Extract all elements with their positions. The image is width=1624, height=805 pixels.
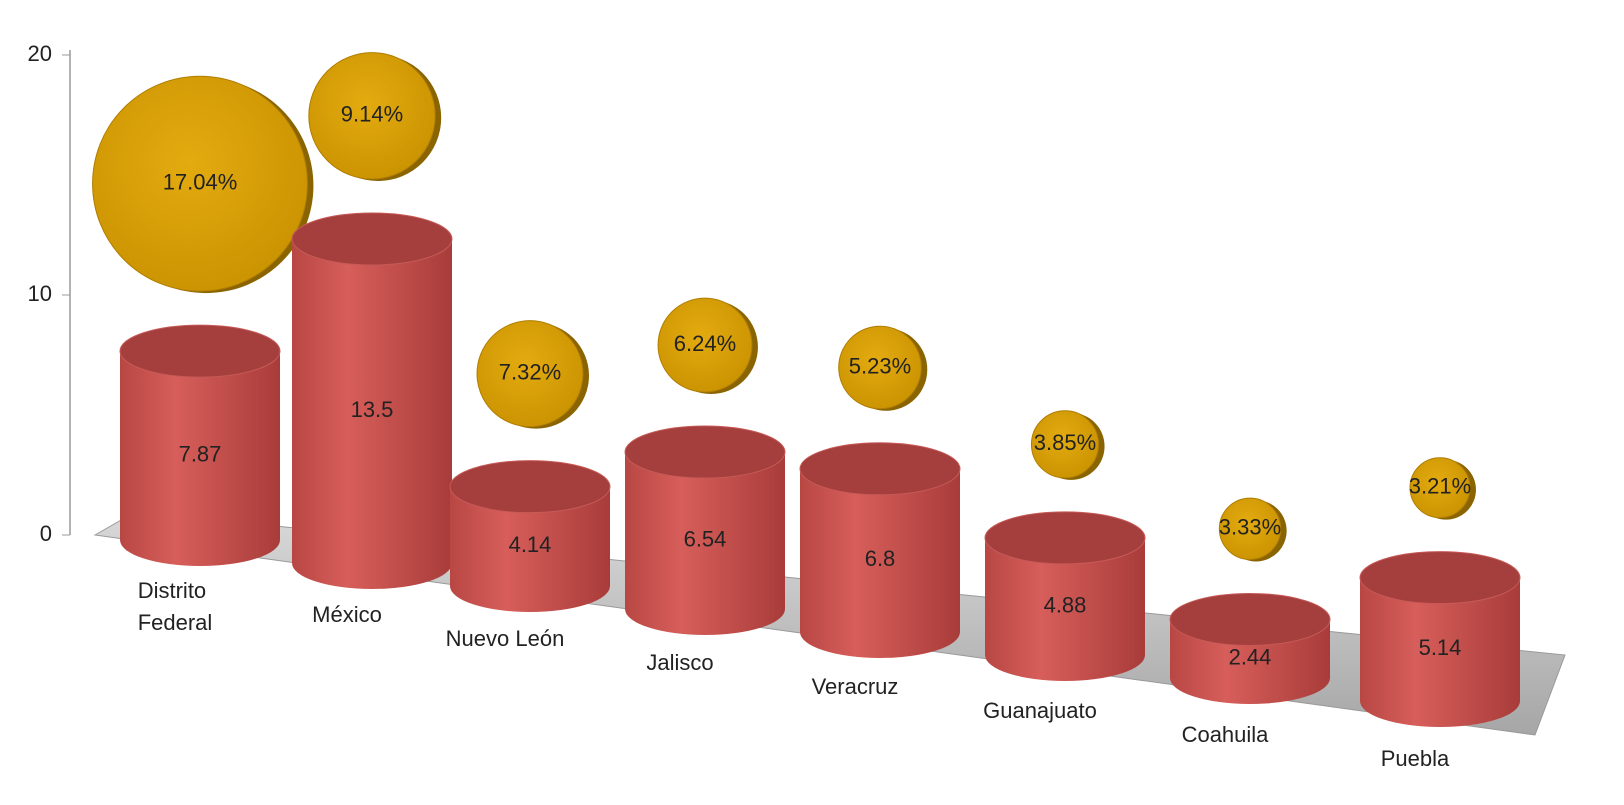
x-tick-label: Veracruz xyxy=(812,674,899,699)
bubble xyxy=(476,320,584,428)
value-label: 4.88 xyxy=(1044,592,1087,617)
cylinder-top xyxy=(119,324,281,378)
x-tick-label: Guanajuato xyxy=(983,698,1097,723)
cylinder xyxy=(120,351,280,566)
bubble xyxy=(1409,457,1471,519)
value-label: 7.87 xyxy=(179,441,222,466)
bubble xyxy=(1218,497,1282,560)
bubble-label: 9.14% xyxy=(341,102,403,127)
cylinder xyxy=(1360,577,1520,727)
value-label: 13.5 xyxy=(351,397,394,422)
bubble-label: 6.24% xyxy=(674,331,736,356)
y-tick-label: 0 xyxy=(40,521,52,546)
cylinder-top xyxy=(984,511,1146,565)
bubble xyxy=(838,325,922,410)
cylinder xyxy=(985,537,1145,681)
y-tick-label: 20 xyxy=(28,41,52,66)
cylinder xyxy=(292,239,452,589)
value-label: 6.54 xyxy=(684,526,727,551)
x-tick-label: Coahuila xyxy=(1182,722,1270,747)
x-tick-label: Puebla xyxy=(1381,746,1450,771)
value-label: 4.14 xyxy=(509,532,552,557)
value-label: 6.8 xyxy=(865,546,896,571)
bubble-label: 3.85% xyxy=(1034,430,1096,455)
value-label: 2.44 xyxy=(1229,645,1272,670)
bubble-label: 7.32% xyxy=(499,359,561,384)
bubble-label: 3.21% xyxy=(1409,473,1471,498)
x-tick-label: Nuevo León xyxy=(446,626,565,651)
x-tick-label: Distrito Federal xyxy=(138,578,213,635)
y-tick-label: 10 xyxy=(28,281,52,306)
bubble-label: 17.04% xyxy=(163,170,238,195)
bubble xyxy=(92,75,308,292)
bubble xyxy=(308,52,436,180)
cylinder-top xyxy=(1359,551,1521,605)
cylinder-top xyxy=(624,425,786,479)
cylinder xyxy=(450,486,610,612)
cylinder-top xyxy=(291,212,453,266)
cylinder xyxy=(800,468,960,658)
label-line: Distrito xyxy=(138,578,213,603)
cylinder-top xyxy=(1169,592,1331,646)
bubble xyxy=(1030,410,1100,479)
bubble-label: 3.33% xyxy=(1219,515,1281,540)
x-tick-label: México xyxy=(312,602,382,627)
cylinder-top xyxy=(449,460,611,514)
value-label: 5.14 xyxy=(1419,635,1462,660)
cylinder xyxy=(625,452,785,635)
bubble-label: 5.23% xyxy=(849,353,911,378)
x-tick-label: Jalisco xyxy=(646,650,713,675)
cylinder-top xyxy=(799,442,961,496)
label-line: Federal xyxy=(138,610,213,635)
bubble xyxy=(657,297,753,393)
